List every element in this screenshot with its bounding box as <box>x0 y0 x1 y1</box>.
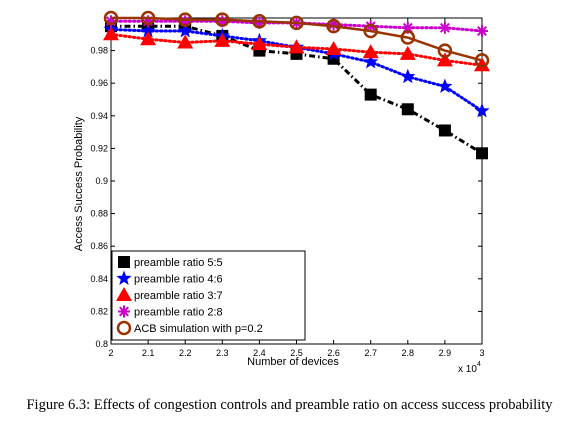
legend-marker <box>118 256 130 268</box>
x-tick-label: 2.9 <box>439 348 452 358</box>
x-tick-label: 3 <box>479 348 484 358</box>
x-tick-label: 2.3 <box>216 348 229 358</box>
data-point <box>438 124 451 137</box>
data-point <box>177 23 193 38</box>
data-point <box>362 44 379 59</box>
data-point <box>437 43 453 58</box>
x-tick-label: 2.2 <box>179 348 192 358</box>
data-point <box>252 14 267 29</box>
legend-item: preamble ratio 4:6 <box>116 270 223 286</box>
data-point <box>401 103 414 116</box>
y-tick-label: 0.86 <box>90 241 108 251</box>
y-tick-label: 0.8 <box>95 339 108 349</box>
data-point <box>251 36 268 51</box>
data-point <box>140 10 156 26</box>
x-tick-label: 2 <box>108 348 113 358</box>
x-multiplier-label: x 10 <box>458 364 477 375</box>
legend-label: preamble ratio 3:7 <box>134 290 223 302</box>
data-point <box>103 26 119 41</box>
x-tick-label: 2.7 <box>364 348 377 358</box>
x-tick-label: 2.5 <box>290 348 303 358</box>
legend-label: preamble ratio 5:5 <box>134 257 223 269</box>
legend-marker <box>116 320 132 336</box>
data-point <box>476 25 488 38</box>
data-point <box>363 23 378 39</box>
data-point <box>326 18 341 34</box>
data-point <box>400 30 416 45</box>
x-tick-label: 2.4 <box>253 348 266 358</box>
legend-label: preamble ratio 4:6 <box>134 274 223 286</box>
data-point <box>399 45 416 60</box>
data-point <box>474 53 490 68</box>
data-point <box>288 39 305 54</box>
data-point <box>437 78 453 93</box>
legend-label: preamble ratio 2:8 <box>134 307 223 319</box>
legend-box <box>111 250 306 341</box>
y-axis-label: Access Success Probability <box>73 116 85 251</box>
series-line <box>111 16 483 62</box>
series-3 <box>103 26 490 72</box>
data-point <box>474 57 490 72</box>
series-5 <box>103 10 490 68</box>
x-multiplier-exponent: 4 <box>477 361 481 368</box>
x-tick-label: 2.8 <box>402 348 415 358</box>
y-tick-label: 0.94 <box>90 111 108 121</box>
x-axis-label: Number of devices <box>247 356 339 368</box>
data-point <box>177 34 194 49</box>
series-layer <box>103 10 490 160</box>
legend-marker <box>118 305 130 318</box>
legend-marker <box>116 287 132 301</box>
data-point <box>474 102 490 118</box>
figure-caption: Figure 6.3: Effects of congestion contro… <box>26 397 553 413</box>
data-point <box>103 10 119 26</box>
y-tick-label: 0.92 <box>90 143 108 153</box>
data-point <box>476 147 488 160</box>
legend: preamble ratio 5:5 preamble ratio 4:6 prea… <box>111 250 306 341</box>
data-point <box>400 68 416 84</box>
legend-item: preamble ratio 5:5 <box>118 256 223 269</box>
y-axis: 0.8 0.82 0.84 0.86 0.88 0.9 0.92 0.94 0.96 0.98 <box>90 46 482 349</box>
y-tick-label: 0.98 <box>90 46 108 56</box>
y-tick-label: 0.9 <box>95 176 108 186</box>
data-point <box>401 21 414 34</box>
data-point <box>363 54 379 69</box>
y-tick-label: 0.84 <box>90 274 108 284</box>
legend-item: preamble ratio 2:8 <box>118 305 223 319</box>
data-point <box>289 15 304 31</box>
legend-item: preamble ratio 3:7 <box>116 287 223 302</box>
data-point <box>436 52 453 67</box>
data-point <box>140 31 157 46</box>
legend-label: ACB simulation with p=0.2 <box>134 323 263 335</box>
x-tick-label: 2.1 <box>142 348 155 358</box>
data-point <box>438 21 451 34</box>
data-point <box>325 40 342 55</box>
y-tick-label: 0.82 <box>90 306 108 316</box>
legend-marker <box>116 270 132 285</box>
data-point <box>140 23 156 38</box>
legend-item: ACB simulation with p=0.2 <box>116 320 263 336</box>
y-tick-label: 0.88 <box>90 209 108 219</box>
data-point <box>214 32 231 47</box>
y-tick-label: 0.96 <box>90 78 108 88</box>
data-point <box>364 88 377 101</box>
x-tick-label: 2.6 <box>327 348 340 358</box>
data-point <box>177 12 193 27</box>
data-point <box>215 12 230 27</box>
